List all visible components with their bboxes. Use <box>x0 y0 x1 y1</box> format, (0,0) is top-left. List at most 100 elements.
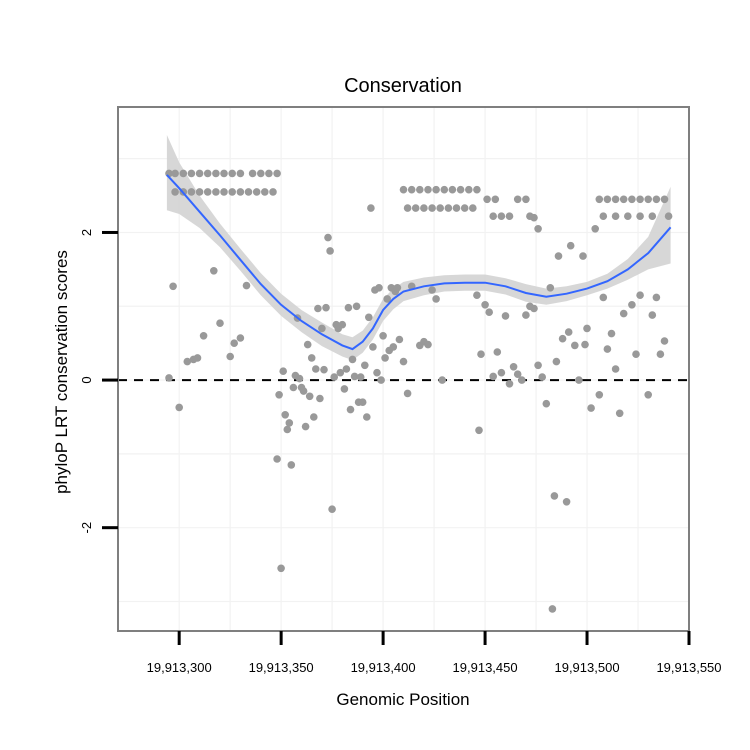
data-point <box>432 295 440 303</box>
data-point <box>210 267 218 275</box>
data-point <box>389 343 398 351</box>
data-point <box>607 329 616 338</box>
data-point <box>591 225 599 233</box>
y-tick-label: -2 <box>79 522 94 534</box>
data-point <box>660 195 669 204</box>
data-point <box>513 370 522 379</box>
data-point <box>220 169 228 178</box>
data-point <box>624 212 632 220</box>
data-point <box>299 387 308 395</box>
data-point <box>403 204 412 212</box>
data-point <box>465 185 473 194</box>
data-point <box>356 373 365 381</box>
data-point <box>338 320 347 329</box>
data-point <box>226 352 234 361</box>
x-tick-label: 19,913,550 <box>656 660 721 675</box>
data-point <box>493 348 502 356</box>
data-point <box>373 368 381 377</box>
data-point <box>619 195 628 204</box>
data-point <box>377 376 385 384</box>
data-point <box>265 169 273 178</box>
data-point <box>562 498 571 506</box>
data-point <box>628 301 636 309</box>
data-point <box>367 204 375 212</box>
data-point <box>583 324 591 333</box>
data-point <box>244 188 253 196</box>
y-axis: -2 0 2 <box>79 229 118 534</box>
data-point <box>575 376 583 384</box>
data-point <box>660 337 669 345</box>
data-point <box>558 334 567 343</box>
data-point <box>424 185 432 194</box>
data-point <box>652 195 661 204</box>
panel-background <box>118 107 689 631</box>
data-point <box>428 204 436 212</box>
data-point <box>318 324 326 333</box>
data-point <box>550 492 559 500</box>
data-point <box>361 361 369 370</box>
data-point <box>275 391 283 399</box>
data-point <box>509 363 518 371</box>
data-point <box>619 309 628 318</box>
data-point <box>587 404 595 412</box>
data-point <box>295 374 304 383</box>
data-point <box>448 185 457 194</box>
data-point <box>346 405 355 414</box>
x-tick-label: 19,913,450 <box>453 660 518 675</box>
data-point <box>546 284 555 292</box>
data-point <box>399 357 408 366</box>
data-point <box>648 311 657 319</box>
data-point <box>603 195 612 204</box>
data-point <box>242 281 251 290</box>
x-tick-label: 19,913,350 <box>249 660 314 675</box>
data-point <box>269 188 277 196</box>
data-point <box>203 188 212 196</box>
data-point <box>513 195 522 204</box>
data-point <box>595 195 604 204</box>
data-point <box>652 293 661 302</box>
data-point <box>432 185 440 194</box>
x-axis-title: Genomic Position <box>336 690 469 709</box>
data-point <box>485 308 494 317</box>
data-point <box>320 365 328 374</box>
data-point <box>379 332 387 340</box>
data-point <box>473 185 481 194</box>
data-point <box>411 204 420 212</box>
data-point <box>316 394 324 403</box>
data-point <box>505 380 514 388</box>
confidence-ribbon <box>166 135 671 361</box>
data-point <box>595 391 604 399</box>
data-point <box>538 373 546 381</box>
data-point <box>301 422 310 431</box>
data-point <box>611 365 620 373</box>
data-point <box>350 372 359 381</box>
data-point <box>322 303 330 312</box>
data-point <box>336 368 345 377</box>
data-point <box>365 313 373 322</box>
data-point <box>554 252 563 260</box>
data-point <box>199 332 208 340</box>
data-point <box>399 185 408 194</box>
data-point <box>581 340 589 349</box>
data-point <box>279 367 288 376</box>
data-point <box>477 350 485 359</box>
data-point <box>497 212 506 220</box>
data-point <box>236 334 245 342</box>
data-point <box>273 455 281 463</box>
data-point <box>193 354 202 362</box>
data-point <box>424 340 432 349</box>
data-point <box>203 169 212 178</box>
data-point <box>220 188 228 196</box>
data-point <box>460 204 469 212</box>
data-point <box>285 419 294 427</box>
data-point <box>283 425 292 434</box>
data-point <box>530 304 538 313</box>
data-point <box>342 365 351 373</box>
data-point <box>636 291 644 300</box>
y-tick-label: 0 <box>79 376 94 383</box>
smooth-fit-line <box>166 174 672 351</box>
data-point <box>548 605 557 613</box>
data-point <box>303 340 312 349</box>
data-point <box>383 295 392 303</box>
data-point <box>363 413 371 421</box>
